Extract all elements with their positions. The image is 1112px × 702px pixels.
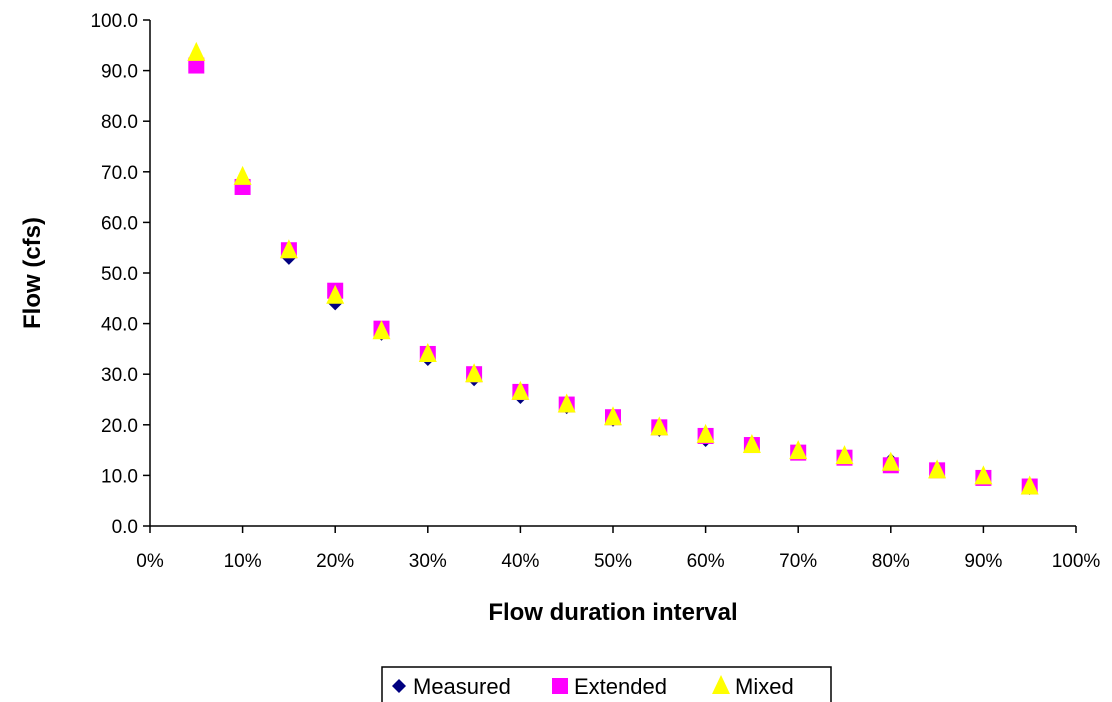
mixed-point (789, 440, 808, 460)
mixed-point (372, 320, 391, 340)
x-tick-label: 20% (316, 551, 354, 572)
y-axis-title: Flow (cfs) (19, 217, 46, 329)
x-tick-label: 40% (501, 551, 539, 572)
mixed-point (233, 165, 252, 185)
y-tick-label: 40.0 (101, 315, 138, 336)
mixed-point (928, 459, 947, 479)
legend-mixed-label: Mixed (735, 674, 794, 699)
x-tick-label: 70% (779, 551, 817, 572)
x-tick-label: 100% (1052, 551, 1101, 572)
mixed-point (1020, 475, 1039, 495)
y-tick-label: 30.0 (101, 365, 138, 386)
y-tick-label: 10.0 (101, 466, 138, 487)
series-extended (188, 57, 1038, 495)
mixed-point (650, 416, 669, 436)
legend-box (381, 666, 832, 702)
mixed-point (326, 284, 345, 304)
mixed-point (511, 380, 530, 400)
mixed-point (835, 445, 854, 465)
legend-measured-label: Measured (413, 674, 511, 699)
legend-measured-marker (392, 679, 406, 693)
x-tick-label: 30% (409, 551, 447, 572)
extended-point (188, 57, 205, 74)
legend: Measured Extended Mixed (381, 666, 832, 702)
mixed-point (696, 423, 715, 443)
mixed-point (557, 393, 576, 413)
x-tick-label: 50% (594, 551, 632, 572)
y-tick-label: 20.0 (101, 416, 138, 437)
y-tick-label: 60.0 (101, 213, 138, 234)
legend-mixed-marker (712, 675, 730, 694)
mixed-point (881, 451, 900, 471)
y-tick-label: 70.0 (101, 163, 138, 184)
y-tick-label: 100.0 (90, 11, 138, 32)
mixed-point (418, 342, 437, 362)
mixed-point (604, 406, 622, 426)
x-axis-title: Flow duration interval (488, 599, 737, 626)
ticks: 0.0 10.0 20.0 30.0 40.0 50.0 60.0 70.0 80.0 90.0 1… (90, 11, 1100, 572)
x-tick-label: 60% (687, 551, 725, 572)
mixed-point (187, 41, 206, 61)
mixed-point (465, 363, 484, 383)
y-tick-label: 0.0 (112, 517, 138, 538)
mixed-point (742, 434, 761, 454)
x-tick-label: 0% (136, 551, 164, 572)
y-tick-label: 50.0 (101, 264, 138, 285)
data-points (187, 41, 1039, 496)
axes (149, 20, 1076, 527)
y-tick-label: 80.0 (101, 112, 138, 133)
legend-extended-label: Extended (574, 674, 667, 699)
mixed-point (279, 239, 298, 259)
x-tick-label: 90% (964, 551, 1002, 572)
legend-items: Measured Extended Mixed (392, 674, 794, 699)
series-mixed (187, 41, 1039, 495)
x-tick-label: 80% (872, 551, 910, 572)
legend-extended-marker (552, 678, 568, 694)
series-measured (189, 56, 1037, 496)
mixed-point (974, 465, 993, 485)
x-tick-label: 10% (224, 551, 262, 572)
y-tick-label: 90.0 (101, 62, 138, 83)
